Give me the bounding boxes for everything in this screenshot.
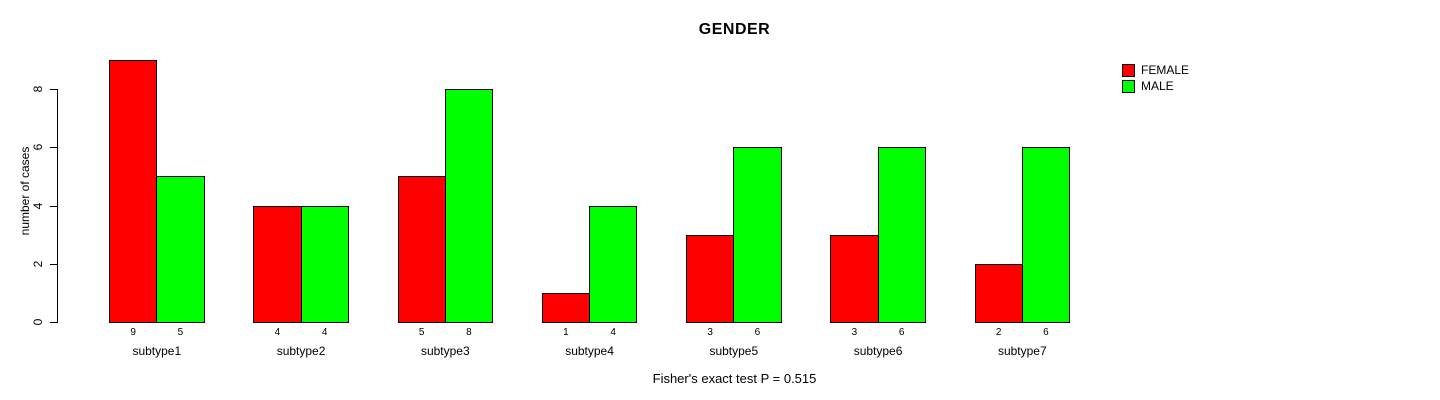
category-label: subtype7 [997,344,1047,358]
bar-male-subtype2 [300,205,349,323]
bar-male-subtype3 [444,89,494,323]
bar-value-label: 2 [995,327,1002,338]
y-tick-label: 0 [31,318,45,326]
bar-value-label: 6 [754,327,761,338]
bar-value-label: 9 [130,327,136,338]
y-tick-label: 6 [31,143,45,151]
bar-value-label: 5 [177,327,184,338]
bar-value-label: 6 [1043,327,1049,338]
bar-value-label: 5 [418,327,425,338]
y-tick-label: 8 [31,85,45,93]
bar-value-label: 8 [466,327,472,338]
y-tick [50,147,57,149]
category-label: subtype3 [420,344,470,358]
bar-male-subtype1 [156,176,205,323]
category-label: subtype6 [853,344,903,358]
legend-item-male: MALE [1122,79,1189,93]
bar-female-subtype7 [974,263,1023,323]
bar-female-subtype5 [686,234,735,323]
legend-label-male: MALE [1141,79,1174,93]
bar-male-subtype5 [733,147,782,323]
male-color-swatch [1122,79,1135,93]
bar-value-label: 4 [321,327,328,338]
category-label: subtype2 [276,344,326,358]
category-label: subtype4 [565,344,614,358]
bar-value-label: 6 [898,327,905,338]
bar-value-label: 4 [274,327,281,338]
legend-item-female: FEMALE [1122,63,1189,77]
y-tick [50,205,57,207]
bar-female-subtype2 [253,205,302,323]
bar-value-label: 1 [563,327,569,338]
category-label: subtype5 [709,344,759,358]
bar-value-label: 4 [610,327,616,338]
y-axis-line [57,89,58,323]
bar-female-subtype6 [830,234,879,323]
y-tick-label: 2 [31,260,45,268]
legend: FEMALE MALE [1122,63,1189,95]
legend-label-female: FEMALE [1141,63,1190,77]
bar-female-subtype4 [541,292,591,323]
y-axis-label: number of cases [18,146,32,236]
bar-male-subtype6 [877,147,926,323]
bar-male-subtype4 [589,205,638,323]
annotation-text: Fisher's exact test P = 0.515 [652,371,817,386]
category-label: subtype1 [132,344,182,358]
chart-title: GENDER [698,21,771,38]
y-tick [50,322,57,323]
y-tick [50,89,57,90]
bar-male-subtype7 [1021,147,1071,323]
bar-value-label: 3 [851,327,858,338]
bar-female-subtype1 [109,59,158,323]
bar-female-subtype3 [397,176,446,323]
female-color-swatch [1122,63,1135,77]
bar-value-label: 3 [707,327,713,338]
y-tick-label: 4 [31,202,45,209]
y-tick [50,263,57,265]
